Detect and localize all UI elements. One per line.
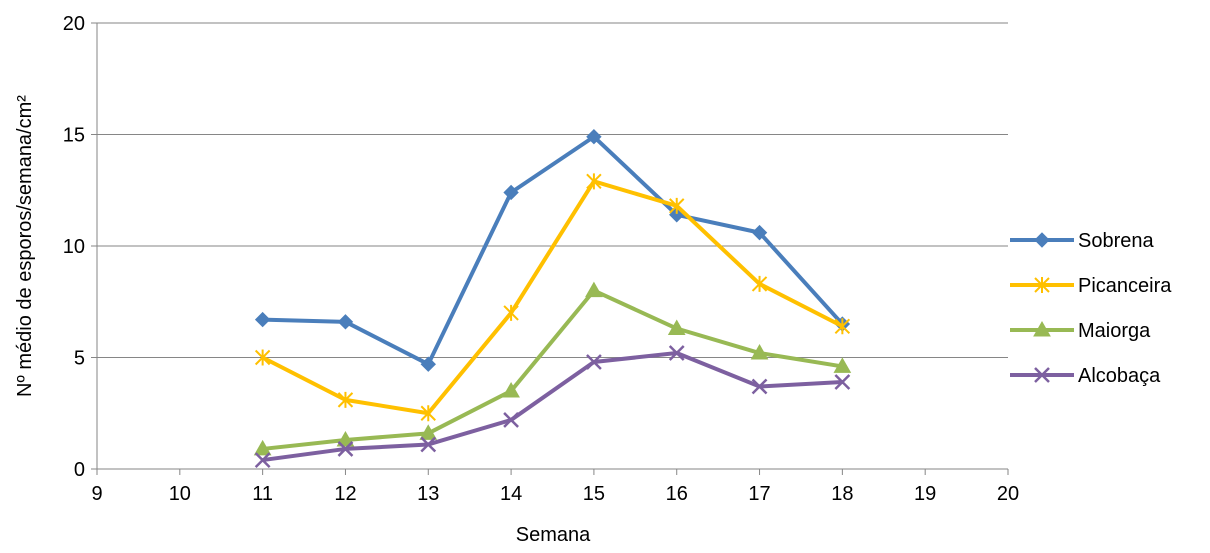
gridlines bbox=[97, 22, 1008, 358]
x-marker-stroke bbox=[254, 452, 271, 468]
data-point bbox=[751, 224, 768, 241]
legend-label: Sobrena bbox=[1078, 230, 1154, 252]
x-marker-stroke bbox=[420, 436, 437, 453]
x-tick-label: 18 bbox=[831, 483, 853, 505]
data-point bbox=[833, 357, 852, 373]
legend: Sobrena Picanceira Maiorga Alcobaça bbox=[1010, 230, 1172, 387]
series-picanceira bbox=[254, 173, 851, 422]
data-point bbox=[337, 441, 354, 457]
x-tick-label: 9 bbox=[91, 483, 102, 505]
star-marker-stroke bbox=[586, 173, 602, 190]
data-point bbox=[751, 275, 768, 292]
x-tick-label: 14 bbox=[500, 483, 522, 505]
legend-label: Alcobaça bbox=[1078, 365, 1161, 387]
series-line bbox=[262, 134, 844, 367]
data-point bbox=[254, 452, 271, 468]
data-point bbox=[751, 378, 768, 395]
data-point bbox=[586, 354, 602, 370]
data-point bbox=[420, 356, 436, 372]
data-point bbox=[254, 311, 271, 328]
star-marker-stroke bbox=[751, 275, 768, 292]
star-marker-stroke bbox=[1034, 277, 1050, 293]
data-point bbox=[420, 436, 437, 453]
data-point bbox=[667, 319, 686, 336]
x-tick-label: 11 bbox=[252, 483, 273, 505]
star-marker-stroke bbox=[254, 349, 271, 366]
tick-labels: 0 5 10 15 20 9 10 11 12 13 14 15 16 17 18 19 20 bbox=[63, 13, 1019, 505]
data-point bbox=[750, 344, 769, 360]
data-point bbox=[419, 424, 438, 440]
x-tick-label: 12 bbox=[334, 483, 356, 505]
y-tick-label: 20 bbox=[63, 13, 85, 35]
series-line bbox=[261, 179, 844, 416]
data-point bbox=[253, 439, 272, 456]
x-tick-label: 17 bbox=[748, 483, 770, 505]
data-point bbox=[668, 345, 685, 361]
data-point bbox=[834, 318, 851, 335]
data-point bbox=[503, 184, 519, 201]
legend-label: Picanceira bbox=[1078, 275, 1172, 297]
data-point bbox=[503, 304, 519, 321]
legend-marker bbox=[1034, 367, 1050, 383]
series-lines bbox=[253, 129, 852, 468]
data-point bbox=[254, 349, 271, 366]
x-tick-label: 13 bbox=[417, 483, 439, 505]
data-point bbox=[420, 405, 436, 422]
y-axis-title: Nº médio de esporos/semana/cm² bbox=[14, 95, 36, 397]
data-point bbox=[586, 173, 602, 190]
x-tick-label: 15 bbox=[583, 483, 605, 505]
data-point bbox=[336, 431, 355, 447]
star-marker-stroke bbox=[503, 304, 519, 321]
series-alcoba-a bbox=[254, 345, 851, 468]
x-marker-stroke bbox=[337, 441, 354, 457]
data-point bbox=[502, 381, 520, 398]
x-marker-stroke bbox=[503, 412, 519, 428]
y-tick-label: 5 bbox=[74, 348, 85, 370]
legend-item-maiorga: Maiorga bbox=[1010, 320, 1151, 342]
data-point bbox=[586, 129, 602, 145]
x-tick-label: 16 bbox=[666, 483, 688, 505]
series-maiorga bbox=[253, 281, 852, 456]
series-line bbox=[262, 288, 843, 451]
x-tick-label: 20 bbox=[997, 483, 1019, 505]
axes bbox=[91, 22, 1009, 475]
legend-marker bbox=[1034, 277, 1050, 293]
x-tick-label: 19 bbox=[914, 483, 936, 505]
x-marker-stroke bbox=[586, 354, 602, 370]
x-marker-stroke bbox=[834, 374, 851, 390]
y-tick-label: 10 bbox=[63, 236, 85, 258]
y-tick-label: 0 bbox=[74, 459, 85, 481]
legend-label: Maiorga bbox=[1078, 320, 1151, 342]
star-marker-stroke bbox=[669, 197, 685, 214]
series-sobrena bbox=[254, 129, 851, 372]
x-marker-stroke bbox=[751, 378, 768, 395]
legend-item-alcoba-a: Alcobaça bbox=[1010, 365, 1161, 387]
legend-item-sobrena: Sobrena bbox=[1010, 230, 1154, 252]
data-point bbox=[503, 412, 519, 428]
legend-item-picanceira: Picanceira bbox=[1010, 275, 1172, 297]
x-marker-stroke bbox=[1034, 367, 1050, 383]
star-marker-stroke bbox=[420, 405, 436, 422]
data-point bbox=[669, 197, 685, 214]
star-marker-stroke bbox=[834, 318, 851, 335]
x-marker-stroke bbox=[668, 345, 685, 361]
data-point bbox=[585, 281, 603, 298]
y-tick-label: 15 bbox=[63, 125, 85, 147]
data-point bbox=[337, 391, 354, 408]
data-point bbox=[337, 314, 354, 330]
legend-marker bbox=[1033, 320, 1051, 337]
series-line bbox=[262, 351, 843, 463]
x-tick-label: 10 bbox=[169, 483, 191, 505]
data-point bbox=[834, 374, 851, 390]
star-marker-stroke bbox=[337, 391, 354, 408]
x-axis-title: Semana bbox=[516, 524, 591, 546]
legend-marker bbox=[1034, 232, 1050, 248]
